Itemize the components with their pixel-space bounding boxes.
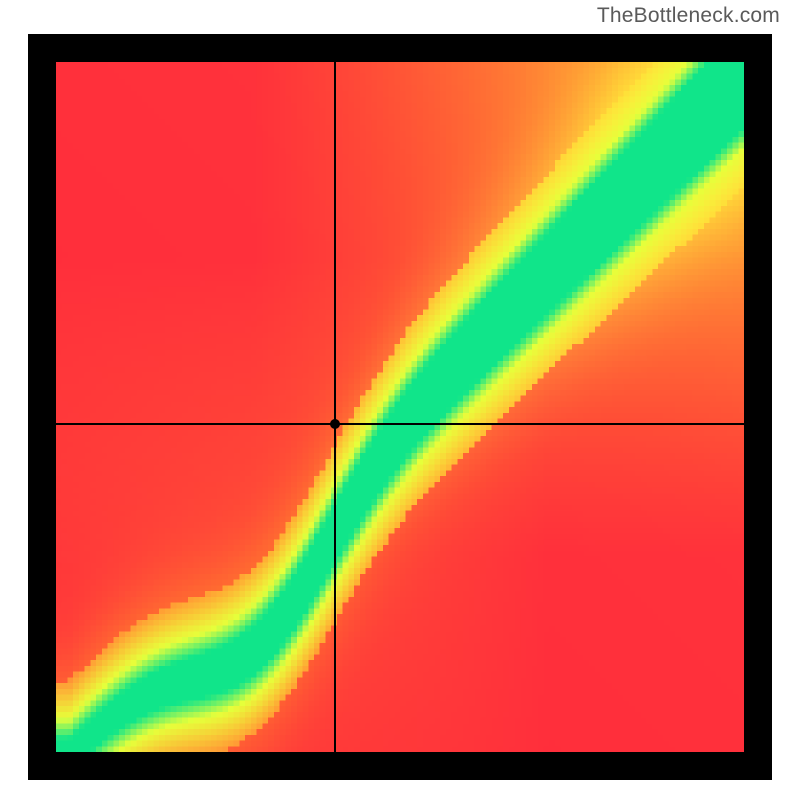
heatmap-canvas	[56, 62, 744, 752]
crosshair-marker	[330, 419, 340, 429]
crosshair-vertical	[334, 62, 336, 752]
plot-frame	[28, 34, 772, 780]
crosshair-horizontal	[56, 423, 744, 425]
attribution-text: TheBottleneck.com	[597, 4, 780, 28]
